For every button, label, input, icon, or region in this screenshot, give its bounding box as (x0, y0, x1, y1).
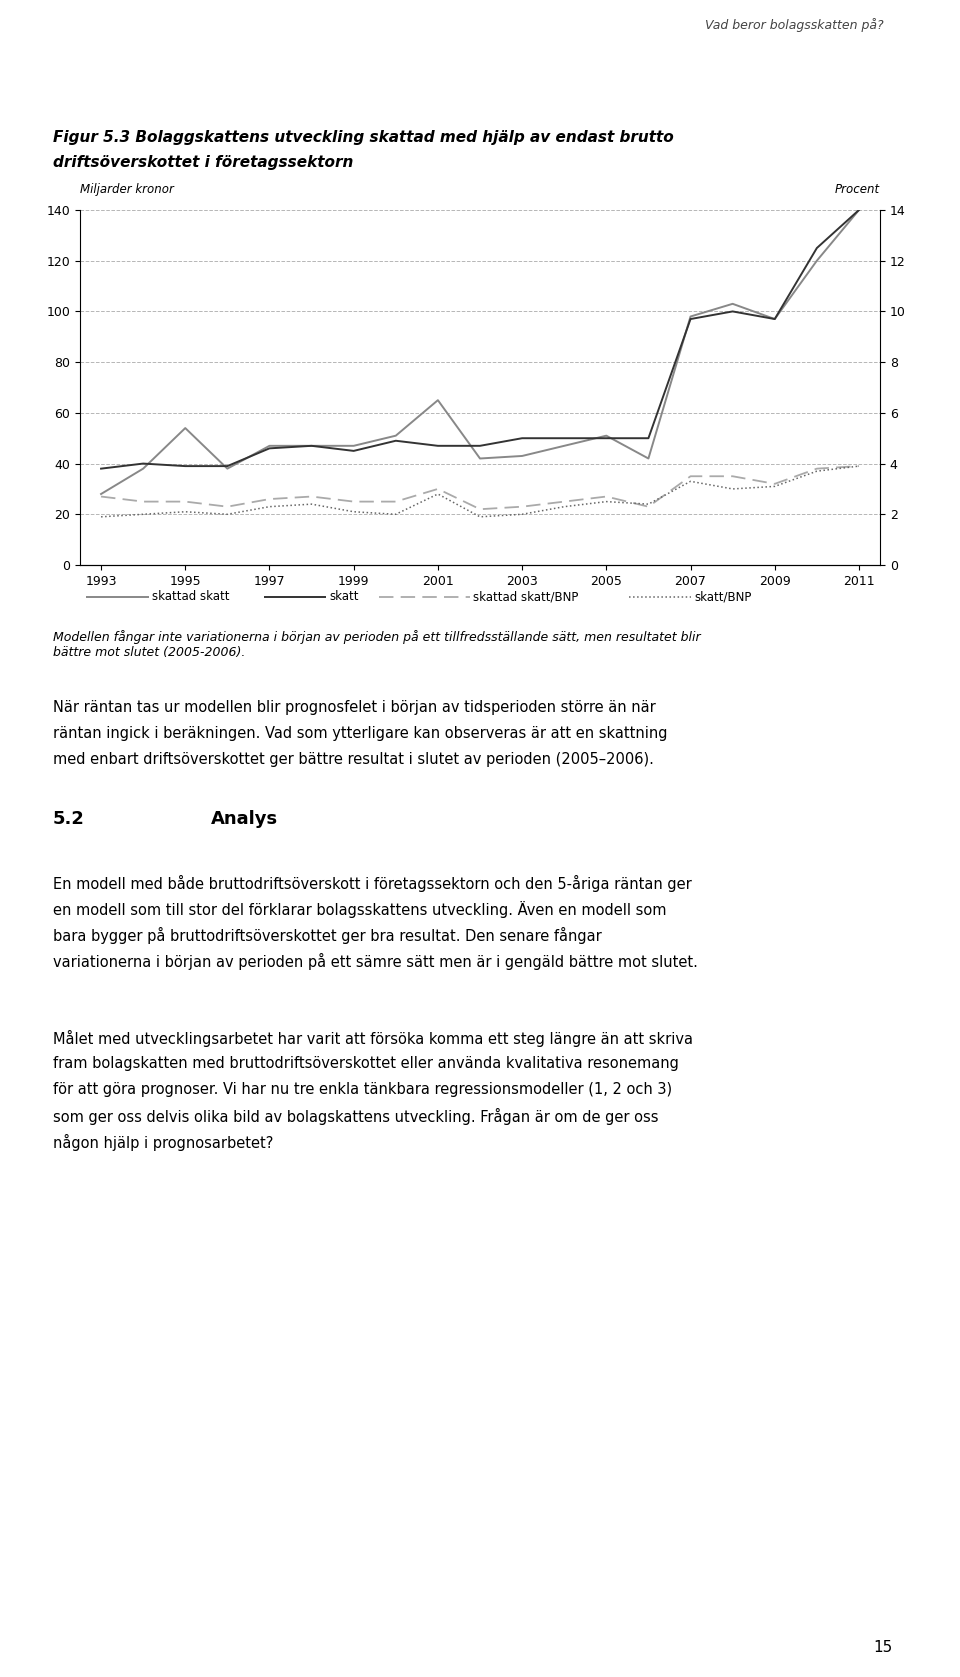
Text: skatt: skatt (329, 590, 359, 604)
Text: Modellen fångar inte variationerna i början av perioden på ett tillfredsställand: Modellen fångar inte variationerna i bör… (53, 631, 701, 644)
Text: driftsöverskottet i företagssektorn: driftsöverskottet i företagssektorn (53, 154, 353, 169)
Text: Vad beror bolagsskatten på?: Vad beror bolagsskatten på? (705, 18, 883, 32)
Text: variationerna i början av perioden på ett sämre sätt men är i gengäld bättre mot: variationerna i början av perioden på et… (53, 953, 698, 969)
Text: med enbart driftsöverskottet ger bättre resultat i slutet av perioden (2005–2006: med enbart driftsöverskottet ger bättre … (53, 751, 654, 766)
Text: räntan ingick i beräkningen. Vad som ytterligare kan observeras är att en skattn: räntan ingick i beräkningen. Vad som ytt… (53, 726, 667, 741)
Text: bättre mot slutet (2005-2006).: bättre mot slutet (2005-2006). (53, 646, 245, 659)
Text: 5.2: 5.2 (53, 810, 84, 828)
Text: Analys: Analys (211, 810, 278, 828)
Text: Miljarder kronor: Miljarder kronor (80, 183, 174, 196)
Text: en modell som till stor del förklarar bolagsskattens utveckling. Även en modell : en modell som till stor del förklarar bo… (53, 901, 666, 917)
Text: bara bygger på bruttodriftsöverskottet ger bra resultat. Den senare fångar: bara bygger på bruttodriftsöverskottet g… (53, 927, 602, 944)
Text: En modell med både bruttodriftsöverskott i företagssektorn och den 5-åriga ränta: En modell med både bruttodriftsöverskott… (53, 875, 691, 892)
Text: skattad skatt/BNP: skattad skatt/BNP (473, 590, 579, 604)
Text: som ger oss delvis olika bild av bolagskattens utveckling. Frågan är om de ger o: som ger oss delvis olika bild av bolagsk… (53, 1108, 659, 1125)
Text: skatt/BNP: skatt/BNP (694, 590, 752, 604)
Text: 15: 15 (874, 1640, 893, 1655)
Text: för att göra prognoser. Vi har nu tre enkla tänkbara regressionsmodeller (1, 2 o: för att göra prognoser. Vi har nu tre en… (53, 1082, 672, 1097)
Text: Målet med utvecklingsarbetet har varit att försöka komma ett steg längre än att : Målet med utvecklingsarbetet har varit a… (53, 1030, 693, 1046)
Text: Procent: Procent (835, 183, 880, 196)
Text: När räntan tas ur modellen blir prognosfelet i början av tidsperioden större än : När räntan tas ur modellen blir prognosf… (53, 699, 656, 714)
Text: Figur 5.3 Bolaggskattens utveckling skattad med hjälp av endast brutto: Figur 5.3 Bolaggskattens utveckling skat… (53, 131, 674, 144)
Text: fram bolagskatten med bruttodriftsöverskottet eller använda kvalitativa resonema: fram bolagskatten med bruttodriftsöversk… (53, 1057, 679, 1072)
Text: skattad skatt: skattad skatt (152, 590, 229, 604)
Text: någon hjälp i prognosarbetet?: någon hjälp i prognosarbetet? (53, 1134, 274, 1150)
